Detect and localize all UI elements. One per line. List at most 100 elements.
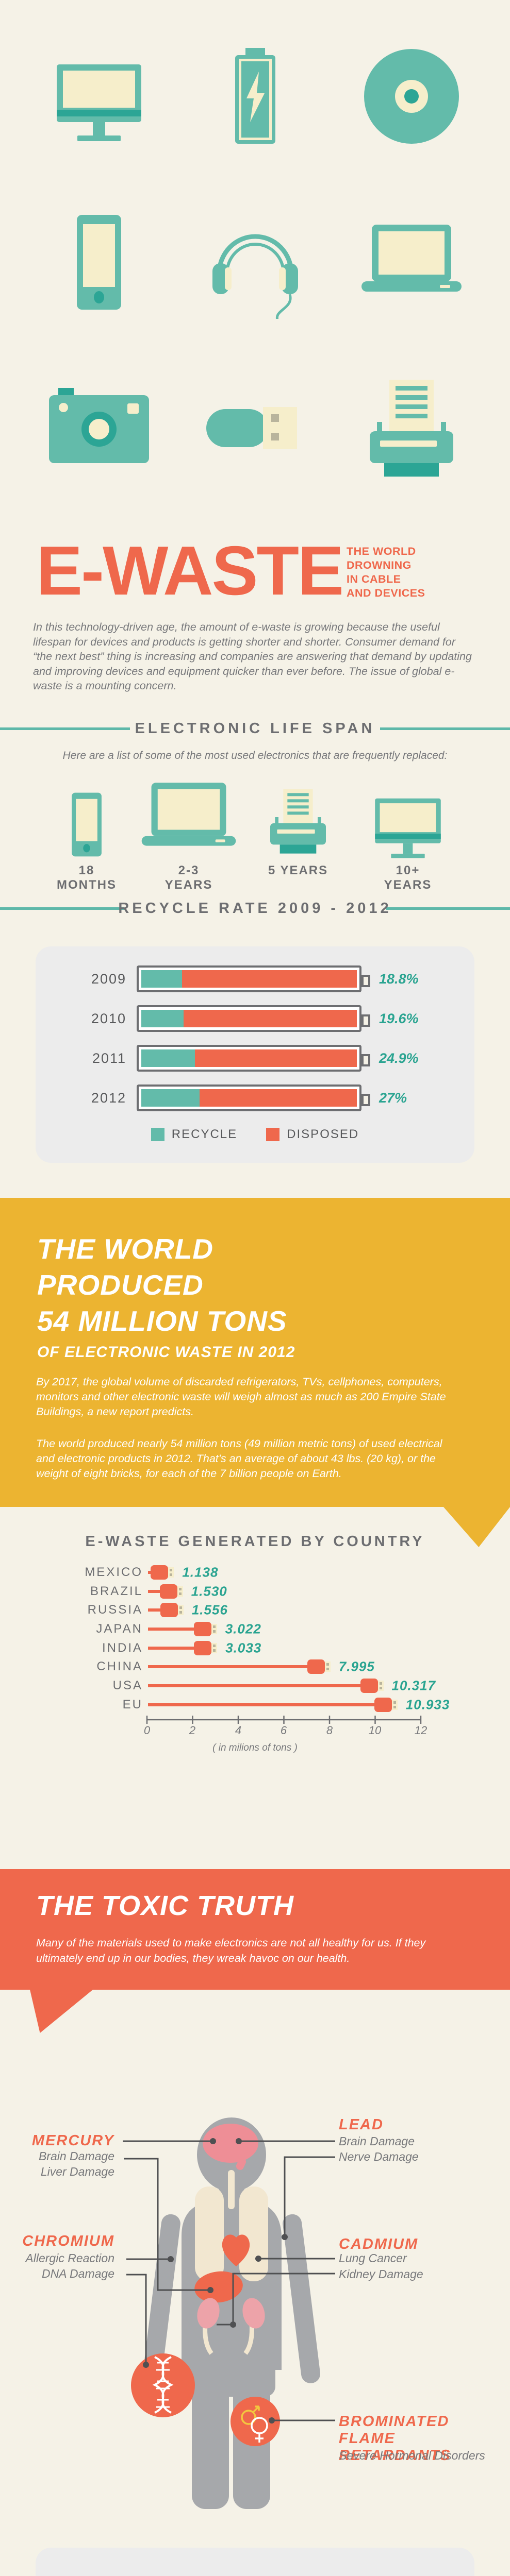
plug-prongs — [177, 1586, 183, 1597]
axis-tick: 6 — [280, 1724, 287, 1737]
left-lung — [195, 2187, 224, 2281]
recycle-pct: 19.6% — [379, 1011, 419, 1026]
plug-bar — [148, 1659, 331, 1674]
page-subtitle: THE WORLD DROWNING IN CABLE AND DEVICES — [347, 545, 425, 600]
country-row-india: INDIA 3.033 — [0, 1638, 510, 1657]
toxin-chromium: CHROMIUM — [22, 2233, 114, 2249]
device-icon-grid — [21, 14, 489, 512]
country-value: 3.033 — [225, 1640, 262, 1655]
subtitle-line: THE WORLD — [347, 545, 416, 557]
chromium-effect: DNA Damage — [41, 2267, 114, 2280]
left-kidney — [197, 2298, 220, 2329]
connector-dots — [143, 2138, 288, 2424]
recycled-fill — [141, 1049, 195, 1067]
disposed-fill — [183, 1010, 357, 1027]
toxin-brominated-line2: FLAME RETARDANTS — [339, 2430, 451, 2464]
country-row-china: CHINA 7.995 — [0, 1657, 510, 1676]
country-label: USA — [112, 1679, 143, 1692]
plug-icon — [159, 1584, 177, 1599]
laptop-icon — [137, 777, 240, 859]
header-rule-right — [386, 907, 510, 910]
country-label: INDIA — [102, 1641, 143, 1655]
country-value: 1.556 — [191, 1602, 228, 1617]
battery-nub — [361, 1014, 370, 1027]
produced-band — [0, 1198, 510, 1507]
country-value: 10.933 — [405, 1697, 450, 1712]
cord — [148, 1589, 160, 1593]
plug-bar — [148, 1621, 217, 1636]
country-axis — [146, 1716, 422, 1724]
battery-gauge — [137, 1005, 370, 1032]
axis-tick: 4 — [235, 1724, 242, 1737]
cord — [148, 1608, 161, 1612]
recycle-row-2012: 2012 27% — [0, 1084, 510, 1111]
plug-prongs — [324, 1661, 331, 1672]
legend-recycle: RECYCLE — [151, 1127, 237, 1142]
liver — [194, 2271, 243, 2303]
produced-heading-line: THE WORLD — [37, 1233, 214, 1265]
country-label: BRAZIL — [90, 1584, 143, 1598]
axis-tick: 10 — [368, 1724, 382, 1737]
country-label: JAPAN — [96, 1622, 143, 1636]
axis-tick: 0 — [143, 1724, 151, 1737]
page-title: E-WASTE — [36, 532, 344, 609]
right-kidney — [242, 2298, 265, 2329]
country-row-eu: EU 10.933 — [0, 1695, 510, 1714]
plug-prongs — [168, 1567, 174, 1578]
recycled-fill — [141, 1010, 184, 1027]
lead-effect: Nerve Damage — [339, 2150, 419, 2163]
axis-tick: 2 — [189, 1724, 196, 1737]
recycle-row-2009: 2009 18.8% — [0, 965, 510, 992]
axis-tick: 8 — [326, 1724, 333, 1737]
smartphone-icon — [66, 788, 107, 859]
lifespan-label: 5 YEARS — [268, 863, 328, 877]
lifespan-label: 18 MONTHS — [57, 863, 117, 892]
monitor-icon — [47, 50, 151, 145]
plug-prongs — [211, 1623, 217, 1634]
lifespan-note: Here are a list of some of the most used… — [62, 750, 448, 761]
printer-icon — [262, 782, 334, 859]
lifespan-heading: ELECTRONIC LIFE SPAN — [135, 720, 375, 737]
dna-damage-badge — [131, 2353, 195, 2417]
headphones-icon — [201, 206, 309, 321]
plug-bar — [148, 1678, 384, 1693]
brominated-effect: Severe Hormonal Disorders — [339, 2449, 485, 2462]
country-label: RUSSIA — [87, 1603, 143, 1617]
country-row-russia: RUSSIA 1.556 — [0, 1600, 510, 1619]
country-value: 1.530 — [191, 1583, 227, 1599]
disposed-fill — [195, 1049, 357, 1067]
battery-gauge — [137, 965, 370, 992]
toxin-brominated: BROMINATED — [339, 2413, 450, 2430]
axis-tick: 12 — [414, 1724, 427, 1737]
cord — [148, 1665, 308, 1668]
produced-heading-line: 54 MILLION TONS — [37, 1305, 287, 1337]
disposed-fill — [182, 970, 357, 988]
produced-paragraph-2: The world produced nearly 54 million ton… — [36, 1437, 442, 1480]
header-rule-left — [0, 727, 130, 730]
toxin-lead: LEAD — [339, 2116, 384, 2133]
mercury-effect: Liver Damage — [40, 2165, 114, 2178]
recycle-swatch — [151, 1128, 164, 1141]
year-label: 2010 — [91, 1011, 126, 1026]
cadmium-effect: Lung Cancer — [339, 2251, 407, 2265]
plug-prongs — [391, 1699, 398, 1710]
cord — [148, 1570, 152, 1574]
battery-icon — [227, 45, 284, 150]
recycle-legend: RECYCLE DISPOSED — [0, 1127, 510, 1142]
recycled-fill — [141, 1089, 200, 1107]
lead-effect: Brain Damage — [339, 2134, 415, 2148]
body-diagram — [123, 2117, 335, 2509]
recycle-pct: 27% — [379, 1090, 407, 1106]
country-label: MEXICO — [85, 1565, 143, 1579]
plug-prongs — [211, 1642, 218, 1653]
battery-gauge — [137, 1084, 370, 1111]
plug-bar — [148, 1602, 184, 1617]
recycle-pct: 24.9% — [379, 1050, 419, 1066]
plug-icon — [151, 1565, 169, 1580]
plug-icon — [194, 1640, 212, 1655]
monitor-icon — [361, 787, 455, 859]
legend-label: DISPOSED — [287, 1127, 359, 1141]
recycled-fill — [141, 970, 182, 988]
plug-bar — [148, 1697, 398, 1712]
